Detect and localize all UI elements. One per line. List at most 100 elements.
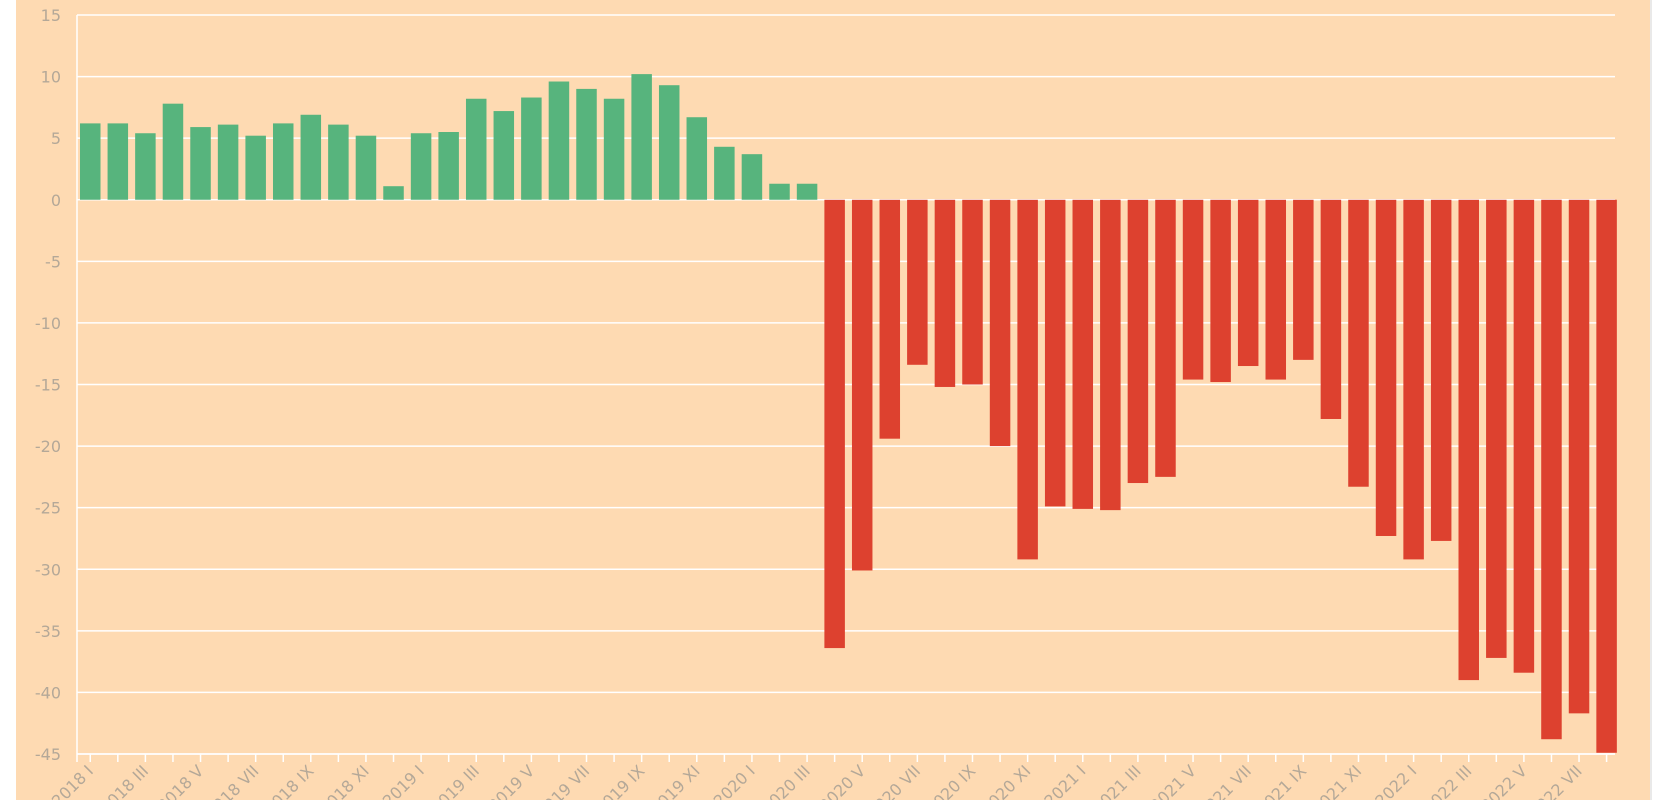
bar-positive	[521, 97, 542, 200]
bar-negative	[1375, 199, 1397, 536]
bar-negative	[1017, 199, 1038, 560]
bar-positive	[465, 98, 487, 200]
x-tick-label: 2018 VII	[202, 761, 262, 800]
bar-negative	[824, 199, 845, 649]
x-tick-label: 2021 VII	[1195, 761, 1255, 800]
x-tick-label: 2019 IX	[592, 761, 649, 800]
x-tick-label: 2020 I	[710, 761, 759, 800]
y-tick-label: -30	[35, 560, 61, 579]
y-tick-label: -20	[35, 437, 61, 456]
x-tick-label: 2022 I	[1371, 761, 1420, 800]
bar-negative	[851, 199, 873, 571]
x-tick-label: 2019 I	[379, 761, 428, 800]
y-axis-tick-labels: 15 10 5 0 -5 -10 -15 -20 -25 -30 -35 -40 -45	[35, 6, 61, 764]
x-tick-label: 2020 VII	[864, 761, 924, 800]
bar-negative	[1541, 199, 1562, 740]
bar-negative	[1486, 199, 1507, 658]
bar-negative	[989, 199, 1011, 447]
y-tick-label: -25	[35, 499, 61, 518]
x-tick-label: 2020 V	[815, 761, 869, 800]
y-tick-label: -40	[35, 683, 61, 702]
bar-negative	[962, 199, 983, 385]
bar-positive	[438, 132, 459, 200]
bar-negative	[1403, 199, 1424, 560]
bar-negative	[1596, 199, 1617, 753]
bar-positive	[741, 154, 763, 200]
x-tick-label: 2022 VII	[1526, 761, 1586, 800]
bar-positive	[245, 135, 266, 200]
bar-negative	[1127, 199, 1149, 484]
y-tick-label: 5	[51, 129, 61, 148]
bar-negative	[907, 199, 928, 365]
bar-positive	[493, 111, 515, 200]
bar-negative	[1155, 199, 1176, 477]
bar-negative	[1513, 199, 1535, 673]
y-tick-label: 0	[51, 191, 61, 210]
x-tick-label: 2018 V	[154, 761, 208, 800]
bar-negative	[1458, 199, 1479, 681]
bar-negative	[1265, 199, 1287, 380]
bar-negative	[1044, 199, 1066, 507]
x-tick-label: 2021 XI	[1308, 761, 1365, 800]
x-tick-label: 2018 IX	[261, 761, 318, 800]
x-tick-label: 2020 IX	[922, 761, 979, 800]
y-tick-label: 10	[41, 68, 61, 87]
bar-positive	[162, 103, 184, 200]
x-tick-label: 2020 XI	[978, 761, 1035, 800]
bar-negative	[1568, 199, 1590, 714]
x-tick-label: 2022 III	[1420, 761, 1476, 800]
bar-negative	[1320, 199, 1342, 419]
x-tick-label: 2019 III	[427, 761, 483, 800]
x-tick-label: 2019 V	[485, 761, 539, 800]
bar-negative	[1293, 199, 1314, 360]
bar-negative	[1348, 199, 1369, 487]
x-tick-label: 2018 III	[96, 761, 152, 800]
bar-positive	[217, 124, 239, 200]
bars	[80, 74, 1617, 753]
bar-negative	[1430, 199, 1452, 541]
bar-positive	[631, 74, 652, 200]
y-tick-label: 15	[41, 6, 61, 25]
bar-positive	[135, 133, 156, 200]
y-tick-label: -35	[35, 622, 61, 641]
bar-positive	[714, 146, 735, 200]
bar-negative	[1237, 199, 1259, 367]
axes	[76, 15, 1615, 762]
bar-positive	[300, 114, 322, 200]
x-tick-label: 2018 I	[48, 761, 97, 800]
bar-negative	[1072, 199, 1094, 509]
bar-positive	[272, 123, 294, 200]
bar-positive	[355, 135, 377, 200]
y-tick-label: -45	[35, 745, 61, 764]
right-strip	[1650, 0, 1667, 800]
bar-positive	[796, 183, 818, 200]
x-tick-label: 2021 I	[1040, 761, 1089, 800]
x-tick-label: 2019 XI	[647, 761, 704, 800]
bar-negative	[879, 199, 901, 439]
x-tick-label: 2021 IX	[1253, 761, 1310, 800]
y-tick-label: -15	[35, 376, 61, 395]
bar-negative	[1210, 199, 1231, 383]
x-tick-label: 2021 V	[1146, 761, 1200, 800]
bar-positive	[576, 88, 597, 200]
x-tick-label: 2018 XI	[316, 761, 373, 800]
bar-negative	[1100, 199, 1121, 511]
x-tick-label: 2022 V	[1477, 761, 1531, 800]
bar-negative	[1182, 199, 1204, 380]
bar-positive	[80, 123, 101, 200]
x-tick-label: 2021 III	[1089, 761, 1145, 800]
bar-positive	[383, 186, 404, 200]
bar-positive	[328, 124, 349, 200]
bar-positive	[658, 85, 680, 200]
bar-positive	[686, 117, 708, 200]
right-strip-edge	[1650, 0, 1652, 800]
bar-positive	[548, 81, 570, 200]
x-tick-label: 2020 III	[758, 761, 814, 800]
bar-positive	[769, 183, 790, 200]
bar-negative	[934, 199, 956, 387]
x-tick-label: 2019 VII	[533, 761, 593, 800]
bar-positive	[190, 127, 211, 200]
bar-positive	[410, 133, 432, 200]
